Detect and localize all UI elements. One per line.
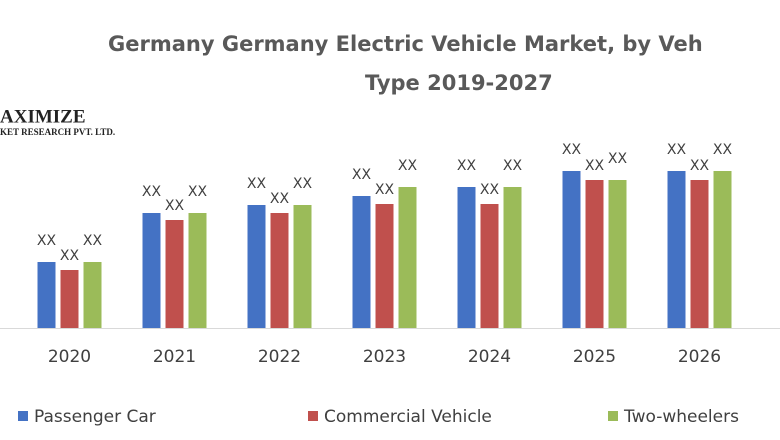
value-label: XX (37, 233, 57, 249)
bar (457, 187, 476, 328)
value-label: XX (270, 191, 290, 207)
bar (667, 171, 686, 328)
x-tick-label: 2021 (153, 347, 196, 367)
x-tick-label: 2022 (258, 347, 301, 367)
x-tick-label: 2024 (468, 347, 511, 367)
value-label: XX (690, 158, 710, 174)
bar (608, 180, 627, 328)
x-tick-label: 2025 (573, 347, 616, 367)
logo-text: AXIMIZE (0, 106, 86, 127)
value-label: XX (667, 142, 687, 158)
bar (398, 187, 417, 328)
value-label: XX (293, 176, 313, 192)
bar (713, 171, 732, 328)
bar (352, 196, 371, 328)
bar (270, 213, 289, 328)
value-label: XX (60, 248, 80, 264)
bar (142, 213, 161, 328)
chart-title: Germany Germany Electric Vehicle Market,… (108, 32, 703, 56)
legend-swatch (608, 411, 618, 421)
value-label: XX (503, 158, 523, 174)
legend-label: Passenger Car (34, 407, 156, 427)
bar (83, 262, 102, 328)
bar (60, 270, 79, 328)
legend-swatch (18, 411, 28, 421)
x-tick-label: 2020 (48, 347, 91, 367)
value-label: XX (247, 176, 267, 192)
value-label: XX (352, 167, 372, 183)
value-label: XX (457, 158, 477, 174)
value-label: XX (83, 233, 103, 249)
bar (585, 180, 604, 328)
legend-label: Two-wheelers (623, 407, 739, 427)
value-label: XX (142, 184, 162, 200)
bar (562, 171, 581, 328)
value-label: XX (165, 198, 185, 214)
bar (503, 187, 522, 328)
value-label: XX (480, 182, 500, 198)
bar (293, 205, 312, 328)
chart-title: Type 2019-2027 (365, 71, 553, 95)
bar (690, 180, 709, 328)
legend-label: Commercial Vehicle (324, 407, 492, 427)
x-tick-label: 2023 (363, 347, 406, 367)
value-label: XX (188, 184, 208, 200)
value-label: XX (608, 151, 628, 167)
bar (375, 204, 394, 328)
value-label: XX (585, 158, 605, 174)
bar (165, 220, 184, 328)
value-label: XX (375, 182, 395, 198)
value-label: XX (713, 142, 733, 158)
bar (247, 205, 266, 328)
value-label: XX (562, 142, 582, 158)
bar (188, 213, 207, 328)
logo-subtext: KET RESEARCH PVT. LTD. (0, 127, 115, 137)
legend-swatch (308, 411, 318, 421)
bar (480, 204, 499, 328)
x-tick-label: 2026 (678, 347, 721, 367)
value-label: XX (398, 158, 418, 174)
bar (37, 262, 56, 328)
